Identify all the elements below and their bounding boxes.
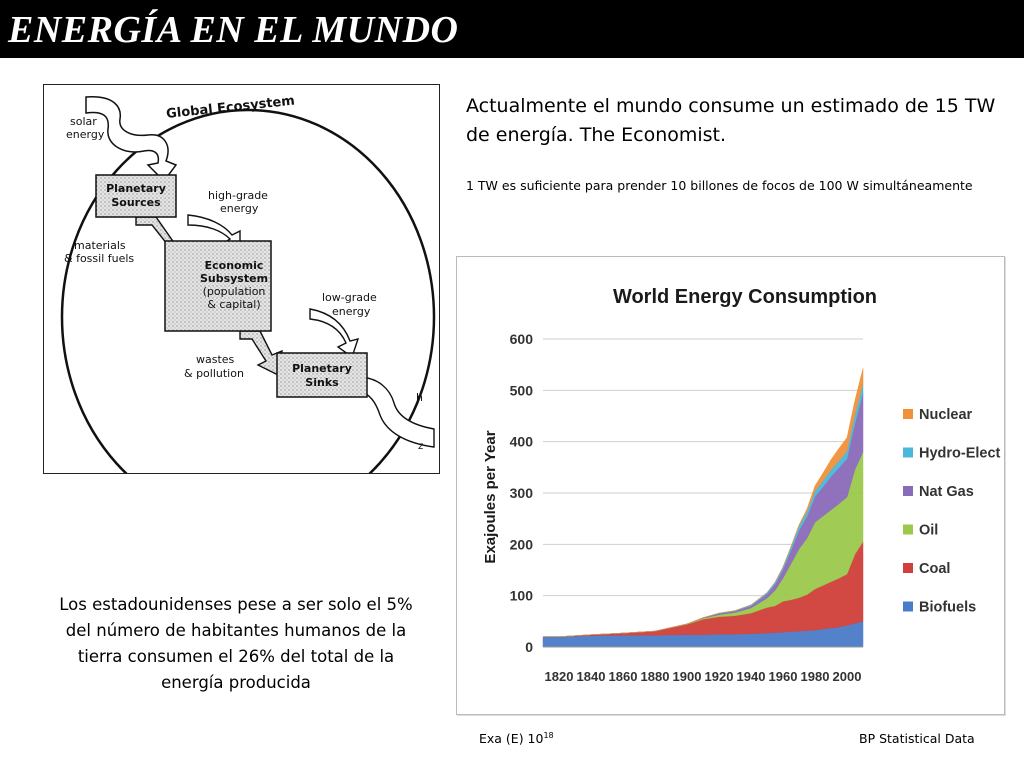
y-tick-label: 600 bbox=[510, 331, 534, 347]
econ-label-3: (population bbox=[203, 285, 266, 298]
legend-label-nat-gas: Nat Gas bbox=[919, 484, 974, 500]
exa-exponent: 18 bbox=[543, 731, 554, 740]
y-tick-label: 300 bbox=[510, 485, 534, 501]
x-tick-label: 1840 bbox=[577, 669, 606, 684]
legend-swatch-nuclear bbox=[903, 409, 913, 419]
legend-label-nuclear: Nuclear bbox=[919, 407, 973, 423]
low-grade-label-2: energy bbox=[332, 305, 371, 318]
legend-swatch-hydro-elect bbox=[903, 447, 913, 458]
econ-label-4: & capital) bbox=[207, 298, 260, 311]
wastes-arrow bbox=[239, 330, 283, 377]
x-tick-label: 1860 bbox=[609, 669, 638, 684]
legend-label-biofuels: Biofuels bbox=[919, 600, 976, 616]
materials-label-2: & fossil fuels bbox=[64, 252, 134, 265]
series-areas bbox=[542, 368, 864, 648]
slide-title: ENERGÍA EN EL MUNDO bbox=[8, 9, 459, 51]
solar-label-2: energy bbox=[66, 128, 105, 141]
legend-swatch-oil bbox=[903, 524, 913, 535]
title-bar: ENERGÍA EN EL MUNDO bbox=[0, 0, 1024, 58]
legend-label-hydro-elect: Hydro-Elect bbox=[919, 446, 1001, 462]
global-ecosystem-diagram: Global Ecosystem solar energy Planetary … bbox=[43, 84, 440, 474]
tw-note-text: 1 TW es suficiente para prender 10 billo… bbox=[466, 178, 973, 193]
sources-label-1: Planetary bbox=[106, 182, 166, 195]
high-grade-label-1: high-grade bbox=[208, 189, 268, 202]
high-grade-label-2: energy bbox=[220, 202, 259, 215]
x-tick-label: 1960 bbox=[769, 669, 798, 684]
exa-prefix: Exa (E) 10 bbox=[479, 731, 544, 747]
planetary-sinks-box bbox=[276, 352, 368, 398]
consumption-lead-text: Actualmente el mundo consume un estimado… bbox=[466, 95, 996, 146]
wastes-label-1: wastes bbox=[196, 353, 235, 366]
low-grade-label-1: low-grade bbox=[322, 291, 377, 304]
legend-swatch-biofuels bbox=[903, 601, 913, 612]
econ-label-1: Economic bbox=[205, 259, 264, 272]
legend-swatch-coal bbox=[903, 563, 913, 573]
x-tick-label: 1880 bbox=[641, 669, 670, 684]
y-tick-label: 400 bbox=[510, 434, 534, 450]
chart-title: World Energy Consumption bbox=[613, 286, 877, 308]
legend-swatch-nat-gas bbox=[903, 486, 913, 496]
z-mark: z bbox=[418, 441, 423, 452]
x-tick-label: 1900 bbox=[673, 669, 702, 684]
x-tick-label: 1940 bbox=[737, 669, 766, 684]
outgoing-heat-arrow bbox=[357, 376, 435, 448]
econ-label-2: Subsystem bbox=[200, 272, 268, 285]
y-tick-label: 0 bbox=[525, 639, 533, 655]
area-nuclear bbox=[543, 368, 864, 637]
solar-label-1: solar bbox=[70, 115, 97, 128]
economic-subsystem-box bbox=[164, 240, 272, 332]
solar-energy-arrow bbox=[85, 96, 178, 183]
grid-lines bbox=[543, 338, 863, 597]
planetary-sources-box bbox=[95, 174, 177, 218]
sinks-label-2: Sinks bbox=[305, 376, 339, 389]
us-consumption-text: Los estadounidenses pese a ser solo el 5… bbox=[59, 595, 413, 692]
x-tick-label: 1820 bbox=[545, 669, 574, 684]
y-tick-label: 500 bbox=[510, 382, 534, 398]
source-footnote: BP Statistical Data bbox=[859, 731, 975, 746]
ecosystem-circle bbox=[60, 108, 436, 473]
legend: Nuclear Hydro-Elect Nat Gas Oil Coal Biofuels bbox=[903, 407, 1001, 616]
y-axis-label: Exajoules per Year bbox=[482, 430, 499, 563]
x-tick-label: 1920 bbox=[705, 669, 734, 684]
sinks-label-1: Planetary bbox=[292, 362, 352, 375]
legend-label-oil: Oil bbox=[919, 523, 938, 539]
exa-footnote: Exa (E) 1018 bbox=[479, 731, 554, 746]
x-tick-label: 1980 bbox=[801, 669, 830, 684]
materials-label-1: materials bbox=[74, 239, 126, 252]
h-mark: h bbox=[416, 391, 423, 404]
wastes-label-2: & pollution bbox=[184, 367, 244, 380]
diagram-title: Global Ecosystem bbox=[166, 94, 296, 122]
low-grade-energy-arrow bbox=[309, 308, 360, 359]
sources-label-2: Sources bbox=[111, 196, 161, 209]
y-tick-label: 200 bbox=[510, 536, 534, 552]
y-tick-label: 100 bbox=[510, 588, 534, 604]
world-energy-chart: 0 100 200 300 400 500 600 1820 1840 1860 1880 1900 1… bbox=[456, 256, 1005, 715]
legend-label-coal: Coal bbox=[919, 561, 950, 577]
x-tick-label: 2000 bbox=[833, 669, 862, 684]
